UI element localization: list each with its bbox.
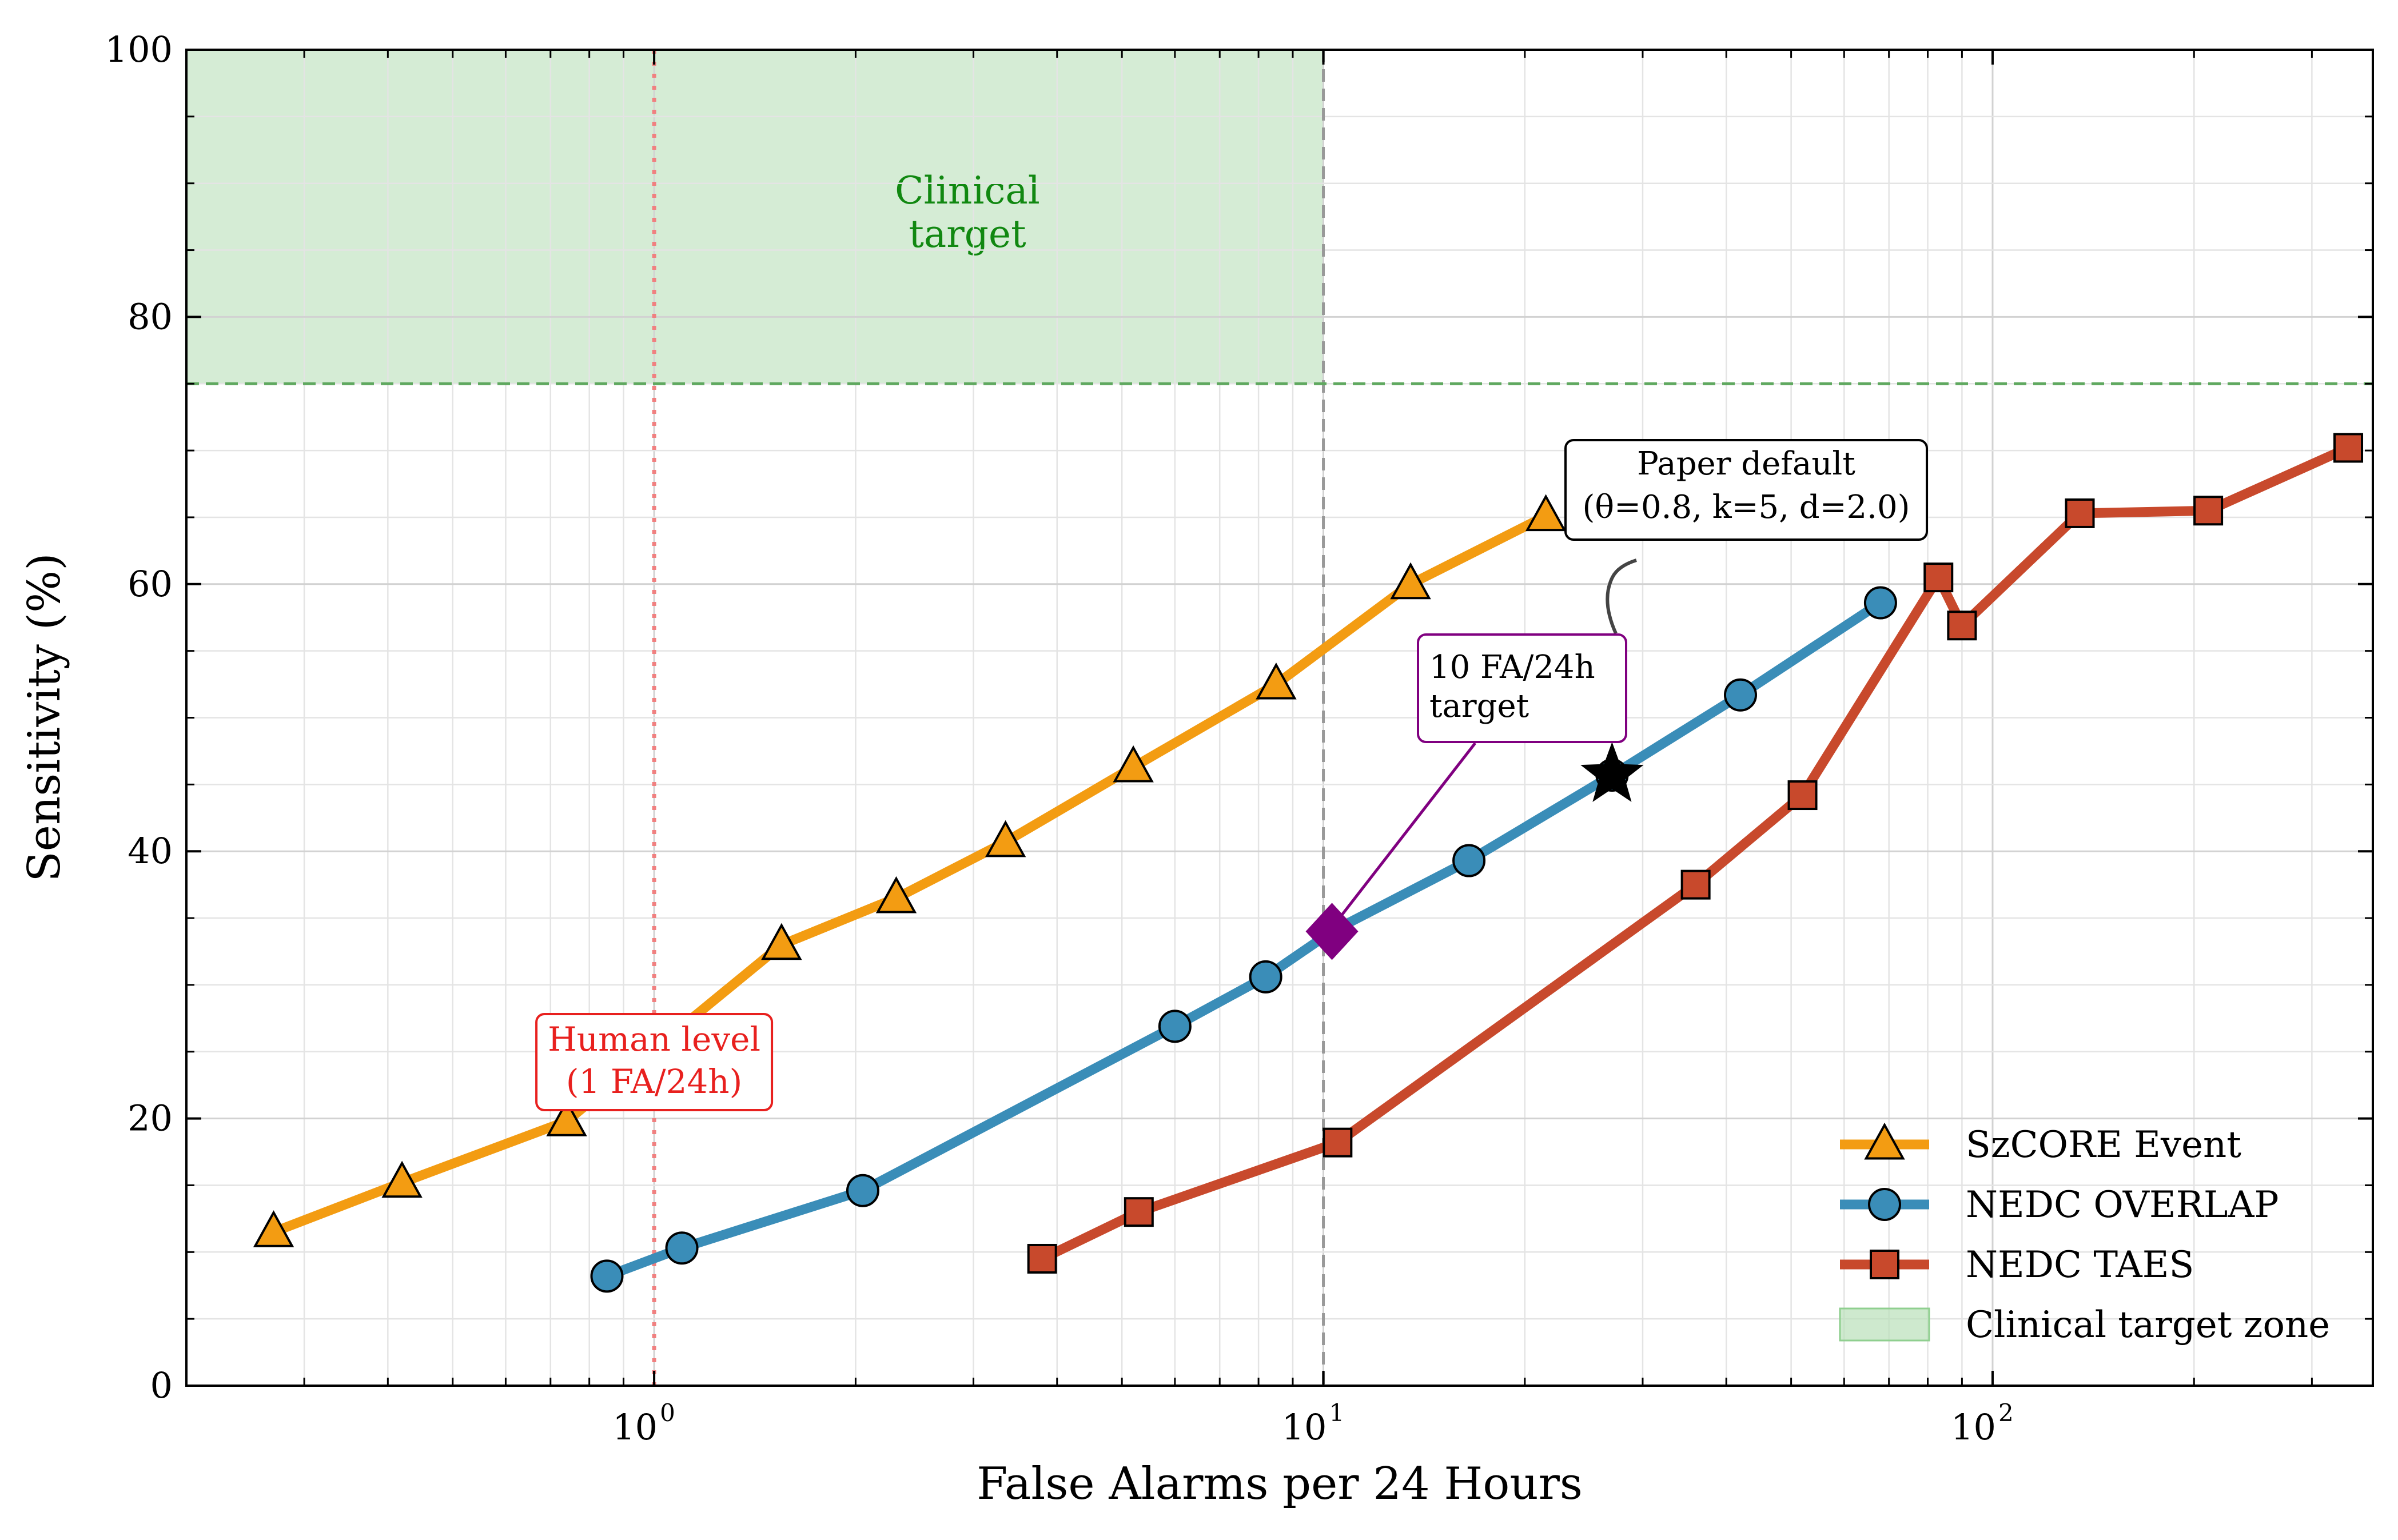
legend-marker-szcore-event xyxy=(1864,1122,1905,1160)
data-point-nedc-taes xyxy=(1124,1197,1154,1227)
x-tick-label-base: 10 xyxy=(1282,1406,1327,1448)
data-point-nedc-overlap xyxy=(1158,1010,1192,1043)
fa-target-box xyxy=(1417,633,1627,743)
paper-default-label-line1: Paper default xyxy=(1637,445,1855,482)
clinical-target-label-line2: target xyxy=(909,212,1026,256)
human-level-label-line1: Human level xyxy=(548,1020,760,1059)
data-point-szcore-event xyxy=(1390,562,1431,600)
data-point-nedc-taes xyxy=(2193,496,2224,526)
y-tick-label: 60 xyxy=(128,563,173,605)
human-level-box xyxy=(535,1013,774,1111)
data-point-nedc-overlap xyxy=(1863,586,1897,620)
data-point-szcore-event xyxy=(546,1099,587,1136)
series-layer xyxy=(253,433,2364,1293)
y-tick-label: 80 xyxy=(128,296,173,337)
fa-target-label-line1: 10 FA/24h xyxy=(1429,649,1595,686)
legend-label-nedc-taes: NEDC TAES xyxy=(1966,1244,2194,1286)
data-point-nedc-overlap xyxy=(1452,844,1486,877)
paper-default-arrow xyxy=(1606,558,1637,635)
data-point-nedc-overlap xyxy=(665,1231,699,1265)
fa-target-label-line2: target xyxy=(1429,688,1529,725)
data-point-nedc-overlap xyxy=(590,1259,624,1293)
data-point-szcore-event xyxy=(1525,494,1567,532)
x-tick-label-exponent: 0 xyxy=(660,1399,675,1427)
y-tick-label: 20 xyxy=(128,1098,173,1139)
legend-marker-nedc-overlap xyxy=(1868,1188,1901,1221)
series-line-nedc-overlap xyxy=(602,598,1886,1281)
data-point-nedc-overlap xyxy=(1249,960,1282,994)
legend-label-szcore-event: SzCORE Event xyxy=(1966,1124,2241,1166)
paper-default-star-marker xyxy=(1580,742,1644,802)
y-tick-label: 100 xyxy=(105,29,173,70)
legend-swatch-clinical-target-zone xyxy=(1839,1307,1930,1342)
data-point-nedc-taes xyxy=(2333,433,2364,463)
series-line-nedc-taes xyxy=(1037,442,2353,1264)
fa-target-arrow xyxy=(1337,742,1476,920)
y-tick-label: 0 xyxy=(150,1365,173,1406)
reference-lines-layer xyxy=(186,50,2373,1386)
x-tick-label-base: 10 xyxy=(1951,1406,1996,1448)
data-point-nedc-taes xyxy=(1680,869,1711,900)
data-point-szcore-event xyxy=(1113,745,1154,783)
data-point-szcore-event xyxy=(253,1210,294,1247)
data-point-nedc-taes xyxy=(1787,780,1818,811)
x-tick-label-exponent: 1 xyxy=(1329,1399,1345,1427)
data-point-nedc-overlap xyxy=(846,1174,879,1207)
data-point-szcore-event xyxy=(985,820,1026,857)
legend: SzCORE Event NEDC OVERLAP NEDC TAES Clinica… xyxy=(1839,1122,2330,1346)
data-point-nedc-taes xyxy=(2065,498,2095,528)
x-tick-label-exponent: 2 xyxy=(1998,1399,2014,1427)
data-point-nedc-overlap xyxy=(1723,678,1757,712)
clinical-target-zone xyxy=(186,50,1324,384)
legend-marker-nedc-taes xyxy=(1870,1250,1899,1279)
legend-label-nedc-overlap: NEDC OVERLAP xyxy=(1966,1184,2279,1226)
data-point-nedc-taes xyxy=(1947,611,1977,641)
data-point-nedc-taes xyxy=(1323,1127,1353,1158)
data-point-szcore-event xyxy=(381,1160,423,1198)
paper-default-box xyxy=(1564,439,1928,541)
fa-target-diamond-marker xyxy=(1305,903,1359,960)
paper-default-label-line2: (θ=0.8, k=5, d=2.0) xyxy=(1583,489,1910,526)
human-level-label-line2: (1 FA/24h) xyxy=(566,1062,742,1101)
clinical-target-label-line1: Clinical xyxy=(895,169,1040,213)
data-point-nedc-taes xyxy=(1923,562,1954,593)
y-tick-label: 40 xyxy=(128,830,173,872)
x-tick-label-base: 10 xyxy=(612,1406,658,1448)
data-point-nedc-taes xyxy=(1027,1243,1057,1274)
data-point-szcore-event xyxy=(875,876,917,913)
data-point-szcore-event xyxy=(1256,662,1297,700)
data-point-szcore-event xyxy=(761,923,802,960)
x-axis-label: False Alarms per 24 Hours xyxy=(977,1458,1583,1510)
series-line-szcore-event xyxy=(269,511,1551,1237)
annotations-layer: Paper default (θ=0.8, k=5, d=2.0) 10 FA/24… xyxy=(535,439,1928,1111)
y-axis-label: Sensitivity (%) xyxy=(19,553,70,881)
legend-label-clinical-target-zone: Clinical target zone xyxy=(1966,1304,2330,1346)
